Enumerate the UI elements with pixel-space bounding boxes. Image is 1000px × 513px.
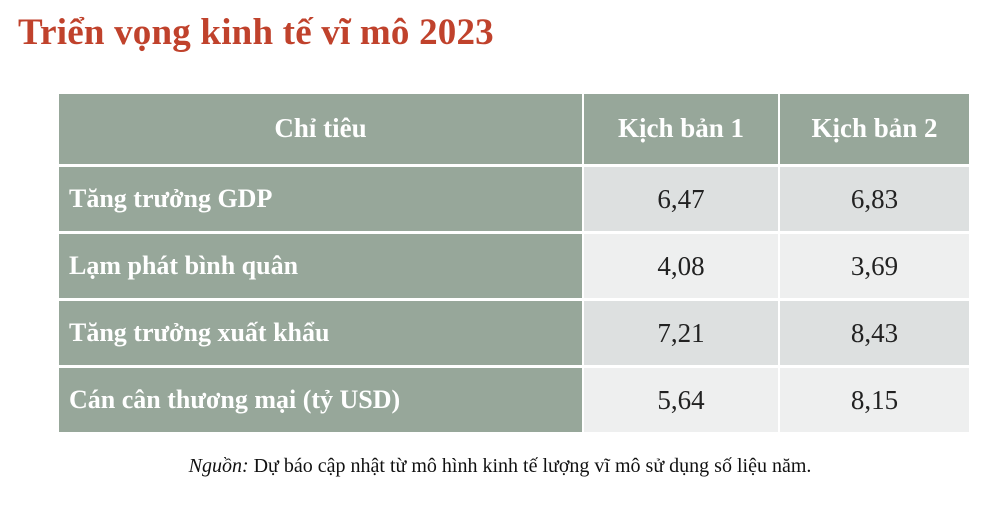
column-header-scenario-2: Kịch bản 2 [780,94,969,164]
table-row: Tăng trưởng xuất khẩu 7,21 8,43 [59,301,969,365]
row-label-average-inflation: Lạm phát bình quân [59,234,582,298]
cell-gdp-growth-scenario-2: 6,83 [780,167,969,231]
cell-export-growth-scenario-2: 8,43 [780,301,969,365]
source-label: Nguồn: [188,455,249,477]
macro-outlook-table-wrapper: Chỉ tiêu Kịch bản 1 Kịch bản 2 Tăng trưở… [57,91,969,435]
table-header: Chỉ tiêu Kịch bản 1 Kịch bản 2 [59,94,969,164]
table-row: Tăng trưởng GDP 6,47 6,83 [59,167,969,231]
cell-average-inflation-scenario-2: 3,69 [780,234,969,298]
column-header-indicator: Chỉ tiêu [59,94,582,164]
table-header-row: Chỉ tiêu Kịch bản 1 Kịch bản 2 [59,94,969,164]
table-body: Tăng trưởng GDP 6,47 6,83 Lạm phát bình … [59,167,969,432]
cell-gdp-growth-scenario-1: 6,47 [584,167,778,231]
source-note: Nguồn: Dự báo cập nhật từ mô hình kinh t… [0,455,1000,478]
row-label-export-growth: Tăng trưởng xuất khẩu [59,301,582,365]
table-row: Cán cân thương mại (tỷ USD) 5,64 8,15 [59,368,969,432]
source-text: Dự báo cập nhật từ mô hình kinh tế lượng… [248,455,812,477]
column-header-scenario-1: Kịch bản 1 [584,94,778,164]
row-label-gdp-growth: Tăng trưởng GDP [59,167,582,231]
page-title: Triển vọng kinh tế vĩ mô 2023 [18,12,494,53]
cell-export-growth-scenario-1: 7,21 [584,301,778,365]
cell-trade-balance-scenario-1: 5,64 [584,368,778,432]
table-row: Lạm phát bình quân 4,08 3,69 [59,234,969,298]
cell-trade-balance-scenario-2: 8,15 [780,368,969,432]
cell-average-inflation-scenario-1: 4,08 [584,234,778,298]
macro-outlook-table: Chỉ tiêu Kịch bản 1 Kịch bản 2 Tăng trưở… [57,91,971,435]
row-label-trade-balance: Cán cân thương mại (tỷ USD) [59,368,582,432]
